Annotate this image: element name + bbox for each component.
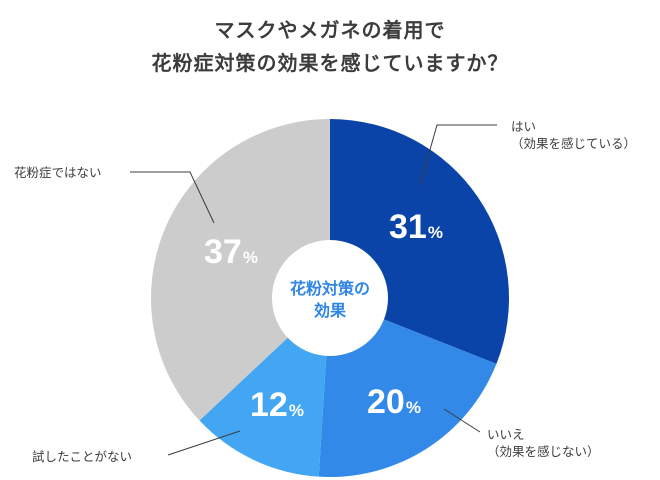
center-label-line-1: 花粉対策の bbox=[289, 279, 370, 298]
pie-slice-no_hayfever bbox=[150, 119, 330, 421]
value-no-number: 20 bbox=[367, 383, 405, 421]
chart-title: マスクやメガネの着用で 花粉症対策の効果を感じていますか？ bbox=[0, 14, 660, 80]
pie-slices bbox=[150, 119, 509, 477]
leader-line-never-tried bbox=[167, 430, 241, 456]
label-yes-line-2: （効果を感じている） bbox=[511, 136, 637, 151]
label-never-tried-line-1: 試したことがない bbox=[32, 449, 133, 464]
value-never-tried-unit: % bbox=[288, 401, 304, 420]
value-no-hayfever-number: 37 bbox=[204, 233, 242, 271]
label-no-line-2: （効果を感じない） bbox=[487, 444, 600, 459]
value-never-tried-number: 12 bbox=[250, 386, 288, 424]
value-never-tried: 12% bbox=[250, 388, 304, 428]
center-label-line-2: 効果 bbox=[313, 301, 346, 320]
label-yes: はい （効果を感じている） bbox=[511, 118, 636, 152]
value-no-hayfever: 37% bbox=[204, 235, 258, 275]
value-no-unit: % bbox=[405, 398, 421, 417]
value-no: 20% bbox=[367, 385, 421, 425]
chart-title-line-1: マスクやメガネの着用で bbox=[214, 18, 446, 42]
chart-title-line-2: 花粉症対策の効果を感じていますか？ bbox=[151, 51, 509, 75]
leader-line-no-hayfever bbox=[130, 171, 215, 224]
value-yes: 31% bbox=[389, 210, 443, 250]
leader-line-no bbox=[443, 408, 481, 433]
leader-line-yes bbox=[419, 124, 497, 186]
center-label: 花粉対策の 効果 bbox=[272, 278, 388, 322]
label-no-hayfever: 花粉症ではない bbox=[14, 164, 102, 181]
center-hole bbox=[272, 240, 388, 356]
value-yes-number: 31 bbox=[389, 208, 427, 246]
value-no-hayfever-unit: % bbox=[242, 248, 258, 267]
label-no: いいえ （効果を感じない） bbox=[487, 426, 600, 460]
value-yes-unit: % bbox=[427, 223, 443, 242]
label-no-hayfever-line-1: 花粉症ではない bbox=[14, 165, 102, 180]
label-no-line-1: いいえ bbox=[487, 427, 525, 442]
label-yes-line-1: はい bbox=[511, 119, 537, 134]
label-never-tried: 試したことがない bbox=[32, 448, 132, 465]
